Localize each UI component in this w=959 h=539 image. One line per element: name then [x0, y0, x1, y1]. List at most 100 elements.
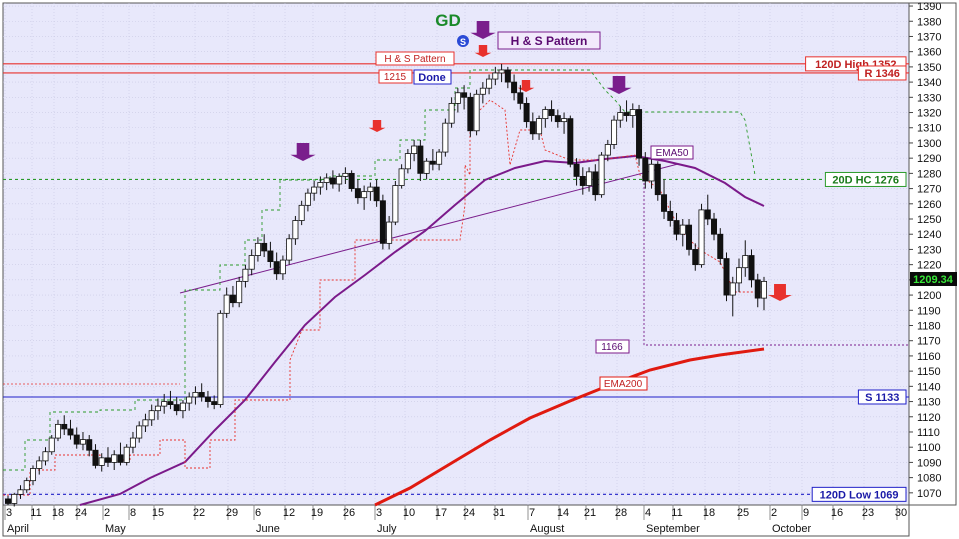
- x-tick-label: 9: [803, 507, 809, 519]
- candle: [36, 456, 43, 475]
- x-tick-label: 2: [771, 507, 777, 519]
- x-tick-label: 31: [493, 507, 505, 519]
- candle-body-up: [223, 294, 230, 314]
- candle: [92, 444, 99, 469]
- candle-body-up: [648, 163, 655, 182]
- price-1215-box: [378, 69, 413, 84]
- candle: [654, 161, 661, 201]
- candle: [136, 421, 143, 443]
- candle-body-down: [273, 261, 280, 275]
- candle: [336, 173, 343, 192]
- price-1215-label: 1215: [384, 72, 407, 83]
- candle-body-up: [392, 185, 399, 223]
- ema50-label: EMA50: [656, 148, 689, 159]
- candle-body-up: [179, 402, 186, 412]
- candle: [73, 427, 80, 449]
- last-price-label: 1209.34: [913, 274, 954, 286]
- level-label: S 1133: [865, 392, 899, 404]
- candle-body-down: [692, 249, 699, 266]
- candle: [567, 115, 574, 168]
- candle: [598, 152, 605, 198]
- purple-arrow-down-icon: [290, 143, 316, 161]
- candles: [5, 63, 768, 507]
- candle-body-down: [373, 186, 380, 202]
- done-box: [413, 69, 452, 85]
- candle-body-down: [567, 118, 574, 165]
- candle: [698, 203, 705, 268]
- x-tick-label: 17: [435, 507, 447, 519]
- x-tick-label: 30: [895, 507, 907, 519]
- candle: [479, 82, 486, 104]
- y-tick-label: 1200: [917, 290, 941, 302]
- candle-body-up: [536, 118, 543, 135]
- y-tick-label: 1380: [917, 16, 941, 28]
- candle: [498, 63, 505, 83]
- level-label: 120D Low 1069: [820, 489, 899, 501]
- x-tick-label: 6: [255, 507, 261, 519]
- candle: [386, 215, 393, 250]
- candle: [298, 200, 305, 226]
- candle-body-up: [342, 172, 349, 177]
- y-tick-label: 1390: [917, 1, 941, 13]
- candle: [42, 447, 49, 466]
- y-tick-label: 1310: [917, 123, 941, 135]
- candle-body-down: [754, 279, 761, 299]
- candle-body-up: [586, 171, 593, 186]
- candle-body-down: [211, 401, 218, 406]
- y-tick-label: 1260: [917, 199, 941, 211]
- x-month-label: July: [377, 523, 397, 535]
- candle-body-up: [123, 446, 130, 463]
- candle: [211, 395, 218, 410]
- candle-body-up: [161, 401, 168, 407]
- candle: [692, 243, 699, 271]
- candle-body-up: [248, 255, 255, 270]
- candle: [529, 112, 536, 140]
- candle: [342, 167, 349, 185]
- candle: [54, 419, 61, 442]
- candle: [154, 398, 161, 420]
- candle-body-down: [429, 160, 436, 165]
- candle-body-down: [704, 209, 711, 220]
- candle-body-up: [367, 186, 374, 193]
- y-tick-label: 1120: [917, 412, 941, 424]
- candle-body-down: [467, 96, 474, 132]
- candle: [686, 219, 693, 256]
- candle-body-down: [661, 194, 668, 212]
- y-tick-label: 1190: [917, 305, 941, 317]
- candle-body-down: [204, 396, 211, 402]
- target-projection: [643, 175, 909, 346]
- y-tick-label: 1150: [917, 366, 941, 378]
- candle-body-up: [386, 221, 393, 244]
- candle-body-up: [454, 92, 461, 104]
- ema200-label: EMA200: [604, 379, 643, 390]
- candle-body-up: [236, 280, 243, 304]
- gd-badge-label: S: [460, 37, 466, 47]
- candle: [123, 444, 130, 466]
- x-tick-label: 25: [737, 507, 749, 519]
- ema50-line: [79, 154, 765, 506]
- candle: [523, 97, 530, 128]
- x-tick-label: 8: [130, 507, 136, 519]
- candle: [461, 85, 468, 110]
- candle-body-up: [698, 209, 705, 266]
- level-box: [824, 171, 907, 187]
- candle: [186, 392, 193, 411]
- y-tick-label: 1370: [917, 31, 941, 43]
- candle-body-up: [473, 93, 480, 132]
- candle: [48, 435, 55, 455]
- x-tick-label: 29: [226, 507, 238, 519]
- candle-body-down: [623, 112, 630, 116]
- candle: [723, 252, 730, 302]
- candle-body-down: [354, 188, 361, 199]
- candle: [229, 285, 236, 308]
- candle-body-down: [642, 157, 649, 182]
- candle: [111, 450, 118, 471]
- candle: [267, 241, 274, 268]
- candle: [373, 179, 380, 207]
- y-tick-label: 1250: [917, 214, 941, 226]
- candle-body-up: [111, 454, 118, 463]
- level-box: [811, 486, 907, 502]
- candle-body-up: [98, 457, 105, 466]
- candle-body-down: [86, 439, 93, 451]
- candle-body-down: [329, 177, 336, 185]
